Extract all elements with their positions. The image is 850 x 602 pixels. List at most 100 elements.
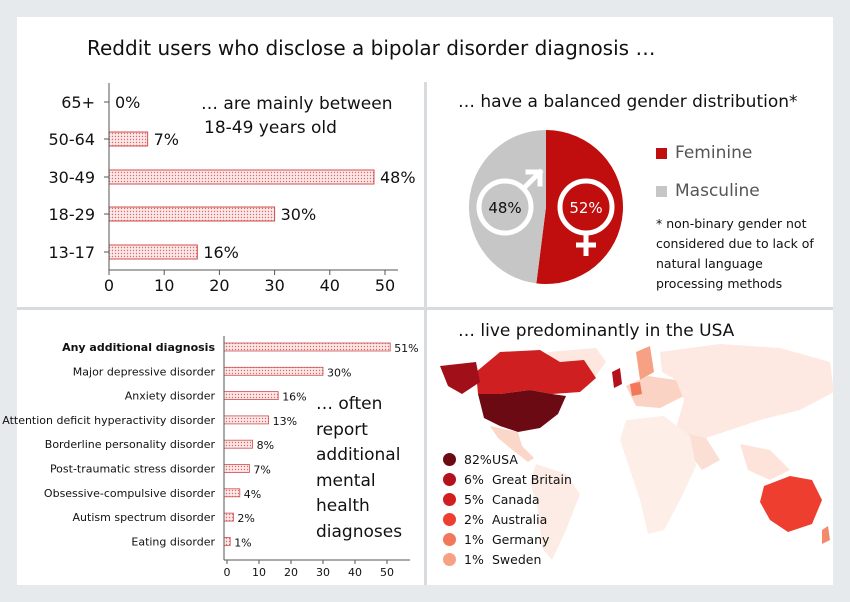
diagnoses-caption-line: diagnoses [316,521,403,542]
map-canada [476,350,596,394]
diagnosis-value-label: 2% [237,512,254,525]
map-legend-dot [443,552,456,566]
gender-footnote-line: * non-binary gender not [656,216,807,231]
map-legend-country: Great Britain [492,471,572,487]
diagnosis-value-label: 7% [253,464,270,477]
age-caption-line1: … are mainly between [201,94,393,114]
age-category-label: 13-17 [49,243,96,262]
diagnosis-value-label: 51% [394,342,418,355]
diagnosis-value-label: 8% [257,439,274,452]
age-category-label: 50-64 [49,130,96,149]
map-legend-item: 1% Germany [443,529,572,549]
map-usa [478,390,566,432]
male-symbol-arrow [520,168,544,192]
diagnosis-x-tick-label: 0 [224,566,231,579]
map-legend-country: Sweden [492,551,542,567]
male-symbol-icon [476,178,534,236]
age-x-tick-label: 10 [154,276,174,295]
map-legend-dot [443,532,456,546]
pie-slice-feminine [536,130,624,284]
vertical-divider [424,82,427,585]
age-value-label: 7% [154,130,179,149]
diagnosis-value-label: 4% [244,488,261,501]
diagnosis-x-tick-label: 50 [380,566,394,579]
map-mexico [490,426,534,462]
age-x-tick-label: 50 [375,276,395,295]
map-legend-country: USA [492,451,518,467]
diagnosis-x-tick-label: 20 [284,566,298,579]
gender-footnote-line: considered due to lack of [656,236,814,251]
map-legend-item: 82% USA [443,449,572,469]
map-legend-item: 2% Australia [443,509,572,529]
map-legend: 82% USA 6% Great Britain 5% Canada 2% Austra… [443,449,572,569]
map-legend-item: 5% Canada [443,489,572,509]
diagnosis-value-label: 1% [234,536,251,549]
age-category-label: 30-49 [49,168,96,187]
map-legend-pct: 2% [464,511,484,527]
gender-footnote-line: natural language [656,256,763,271]
diagnosis-x-tick-label: 40 [348,566,362,579]
legend-feminine: Feminine [656,143,752,163]
map-great-britain [612,368,622,388]
country-caption: … live predominantly in the USA [458,321,735,341]
pie-label-feminine: 52% [569,199,602,217]
map-new-zealand [822,526,830,544]
diagnoses-caption: … often report additional mental health … [316,392,402,545]
legend-masculine-label: Masculine [675,181,760,201]
age-value-label: 48% [380,168,416,187]
diagnosis-category-label: Major depressive disorder [73,365,216,378]
map-australia [760,476,822,532]
map-south-america [530,464,580,560]
map-legend-country: Australia [492,511,548,527]
diagnosis-x-tick-label: 10 [252,566,266,579]
diagnosis-value-label: 30% [327,366,351,379]
map-asia [660,344,834,440]
diagnoses-caption-line: additional [316,445,401,465]
map-legend-dot [443,452,456,466]
map-legend-country: Germany [492,531,550,547]
diagnosis-value-label: 16% [282,391,306,404]
gender-footnote-line: processing methods [656,276,783,291]
diagnoses-caption-line: health [316,496,370,516]
gender-footnote: * non-binary gender not considered due t… [656,214,814,294]
female-symbol-cross [576,233,596,256]
diagnosis-category-label: Post-traumatic stress disorder [50,463,216,476]
diagnosis-category-label: Attention deficit hyperactivity disorder [2,414,215,427]
map-legend-dot [443,492,456,506]
map-sweden [636,346,654,380]
diagnoses-caption-line: mental [316,470,376,491]
map-legend-pct: 82% [464,451,492,467]
legend-feminine-label: Feminine [675,143,753,163]
map-legend-item: 6% Great Britain [443,469,572,489]
age-category-label: 65+ [61,93,95,112]
pie-label-masculine: 48% [488,199,521,217]
diagnosis-x-tick-label: 30 [316,566,330,579]
map-africa [620,416,696,534]
page-title: Reddit users who disclose a bipolar diso… [87,36,656,60]
legend-feminine-swatch [656,147,667,159]
map-legend-pct: 1% [464,531,484,547]
map-legend-pct: 5% [464,491,484,507]
legend-masculine-swatch [656,185,667,197]
map-germany [630,382,642,396]
age-x-tick-label: 30 [264,276,284,295]
map-europe [626,376,684,408]
diagnoses-caption-line: … often [316,394,383,414]
diagnosis-category-label: Obsessive-compulsive disorder [44,487,216,500]
map-alaska [440,362,480,394]
age-x-tick-label: 0 [104,276,114,295]
diagnoses-caption-line: report [316,419,368,440]
diagnosis-category-label: Any additional diagnosis [62,341,215,354]
legend-masculine: Masculine [656,181,760,201]
map-legend-pct: 6% [464,471,484,487]
diagnosis-value-label: 13% [273,415,297,428]
map-legend-dot [443,472,456,486]
map-southeast-asia [740,444,790,480]
pie-slice-masculine [469,130,546,284]
age-value-label: 16% [203,243,239,262]
age-x-tick-label: 40 [320,276,340,295]
